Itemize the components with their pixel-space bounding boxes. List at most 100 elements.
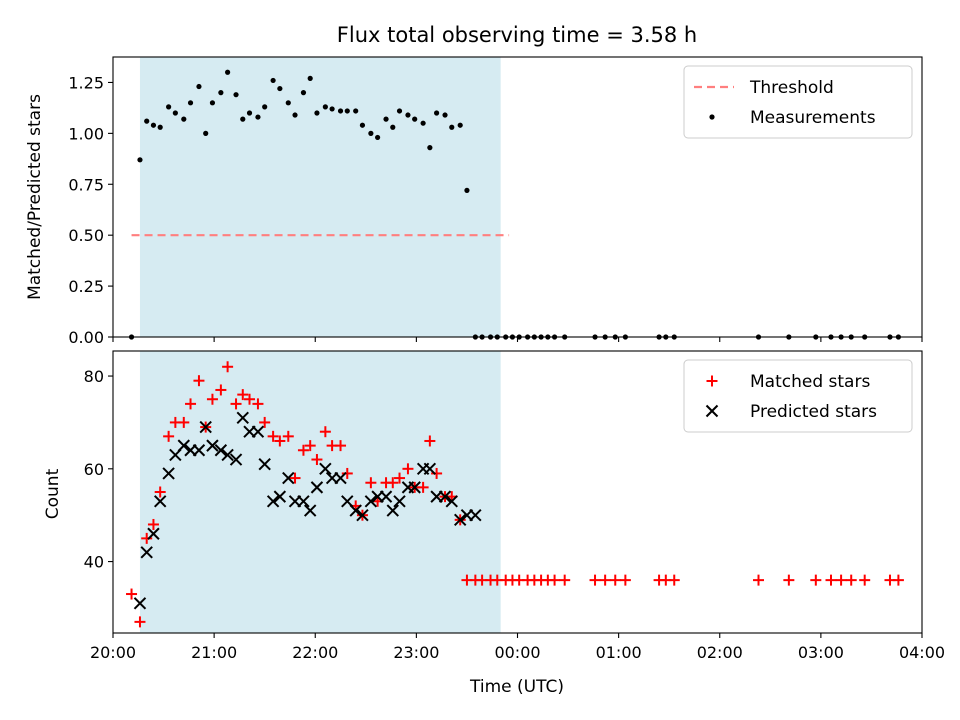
top-observing-span (139, 57, 501, 337)
predicted-stars-point (445, 495, 458, 508)
predicted-stars-point (349, 504, 362, 517)
matched-stars-point (178, 416, 190, 428)
predicted-stars-point (153, 495, 167, 508)
matched-stars-point (154, 486, 166, 498)
predicted-stars-point (266, 495, 280, 508)
predicted-marker-b (258, 457, 271, 471)
bottom-y-tick-label: 80 (84, 367, 104, 386)
measurement-point (187, 100, 194, 106)
matched-stars-point (222, 361, 234, 373)
matched-stars-point (230, 398, 242, 410)
measurement-point (218, 90, 224, 96)
matched-stars-point (335, 440, 347, 452)
matched-stars-point (859, 574, 871, 586)
measurement-point (368, 130, 374, 136)
predicted-marker-b (133, 597, 147, 610)
predicted-marker-b (423, 462, 437, 476)
measurement-point (359, 122, 366, 128)
predicted-marker-b (393, 495, 406, 508)
bottom-y-tick-label: 60 (84, 460, 104, 479)
predicted-marker-b (251, 425, 265, 438)
predicted-marker-b (356, 508, 369, 522)
legend-handle-measurements (709, 114, 715, 120)
matched-stars-point (237, 389, 249, 401)
legend-label: Measurements (750, 108, 876, 128)
predicted-marker-b (214, 444, 228, 457)
measurement-point (412, 116, 418, 122)
predicted-marker-b (453, 513, 467, 527)
top-y-axis-label: Matched/Predicted stars (25, 94, 45, 300)
measurement-point (292, 112, 298, 118)
measurement-point (172, 110, 178, 116)
x-tick-label: 01:00 (596, 643, 642, 662)
predicted-marker-b (229, 453, 243, 466)
top-y-tick-label: 0.25 (68, 277, 104, 296)
matched-stars-point (609, 574, 621, 586)
matched-stars-point (599, 574, 611, 586)
measurement-point (344, 108, 350, 114)
matched-stars-point (753, 574, 765, 586)
matched-stars-point (206, 393, 218, 405)
predicted-marker-b (297, 495, 310, 508)
measurement-point (300, 90, 307, 96)
measurement-point (270, 77, 276, 84)
measurement-point (434, 110, 440, 116)
top-panel: 0.00 0.25 0.50 0.75 1.00 1.25 Threshold Measure… (68, 56, 923, 347)
predicted-marker-b (162, 467, 175, 480)
predicted-marker-b (349, 504, 362, 517)
matched-stars-point (252, 398, 264, 410)
predicted-marker-b (206, 439, 219, 452)
matched-stars-point (589, 574, 601, 586)
measurement-point (322, 104, 328, 110)
predicted-stars-point (133, 597, 147, 610)
legend-handle-predicted-b (705, 404, 719, 418)
predicted-stars-point (334, 471, 347, 485)
predicted-marker-b (282, 471, 295, 485)
predicted-marker-b (273, 490, 287, 503)
predicted-stars-point (469, 508, 482, 522)
measurement-point (383, 116, 389, 122)
top-y-tick-label: 0.00 (68, 328, 104, 347)
predicted-stars-point (162, 467, 175, 480)
measurement-point (150, 122, 157, 128)
predicted-stars-point (393, 495, 406, 508)
matched-stars-point (783, 574, 795, 586)
matched-stars-point (845, 574, 857, 586)
predicted-stars-point (251, 425, 265, 438)
predicted-marker-b (153, 495, 167, 508)
matched-stars-point (402, 463, 414, 475)
matched-stars-point (193, 375, 205, 387)
predicted-stars-point (192, 444, 206, 457)
predicted-stars-point (408, 481, 421, 494)
predicted-stars-point (453, 513, 467, 527)
top-legend: Threshold Measurements (683, 65, 913, 139)
measurement-point (277, 85, 283, 92)
matched-stars-point (282, 430, 294, 442)
matched-stars-point (668, 574, 680, 586)
predicted-stars-point (303, 504, 317, 517)
legend-label: Matched stars (750, 372, 870, 392)
measurement-point (157, 124, 163, 130)
matched-stars-point (387, 477, 399, 489)
measurement-point (396, 108, 403, 114)
measurement-point (209, 100, 216, 106)
predicted-stars-point (147, 527, 160, 540)
matched-stars-point (892, 574, 904, 586)
matched-stars-point (417, 481, 429, 493)
bottom-y-tick-label: 40 (84, 553, 104, 572)
measurement-point (457, 122, 463, 128)
bottom-legend-box (683, 359, 913, 433)
x-axis-label: Time (UTC) (469, 677, 564, 697)
matched-stars-point (215, 384, 227, 396)
predicted-marker-b (386, 504, 399, 517)
predicted-stars-point (177, 439, 190, 452)
predicted-stars-point (140, 546, 153, 559)
predicted-stars-point (438, 490, 452, 503)
top-y-tick-label: 0.50 (68, 226, 104, 245)
matched-stars-point (810, 574, 822, 586)
measurement-point (246, 110, 253, 116)
predicted-stars-point (258, 457, 271, 471)
matched-stars-point (244, 393, 256, 405)
measurement-point (375, 134, 381, 141)
measurement-point (420, 120, 426, 126)
